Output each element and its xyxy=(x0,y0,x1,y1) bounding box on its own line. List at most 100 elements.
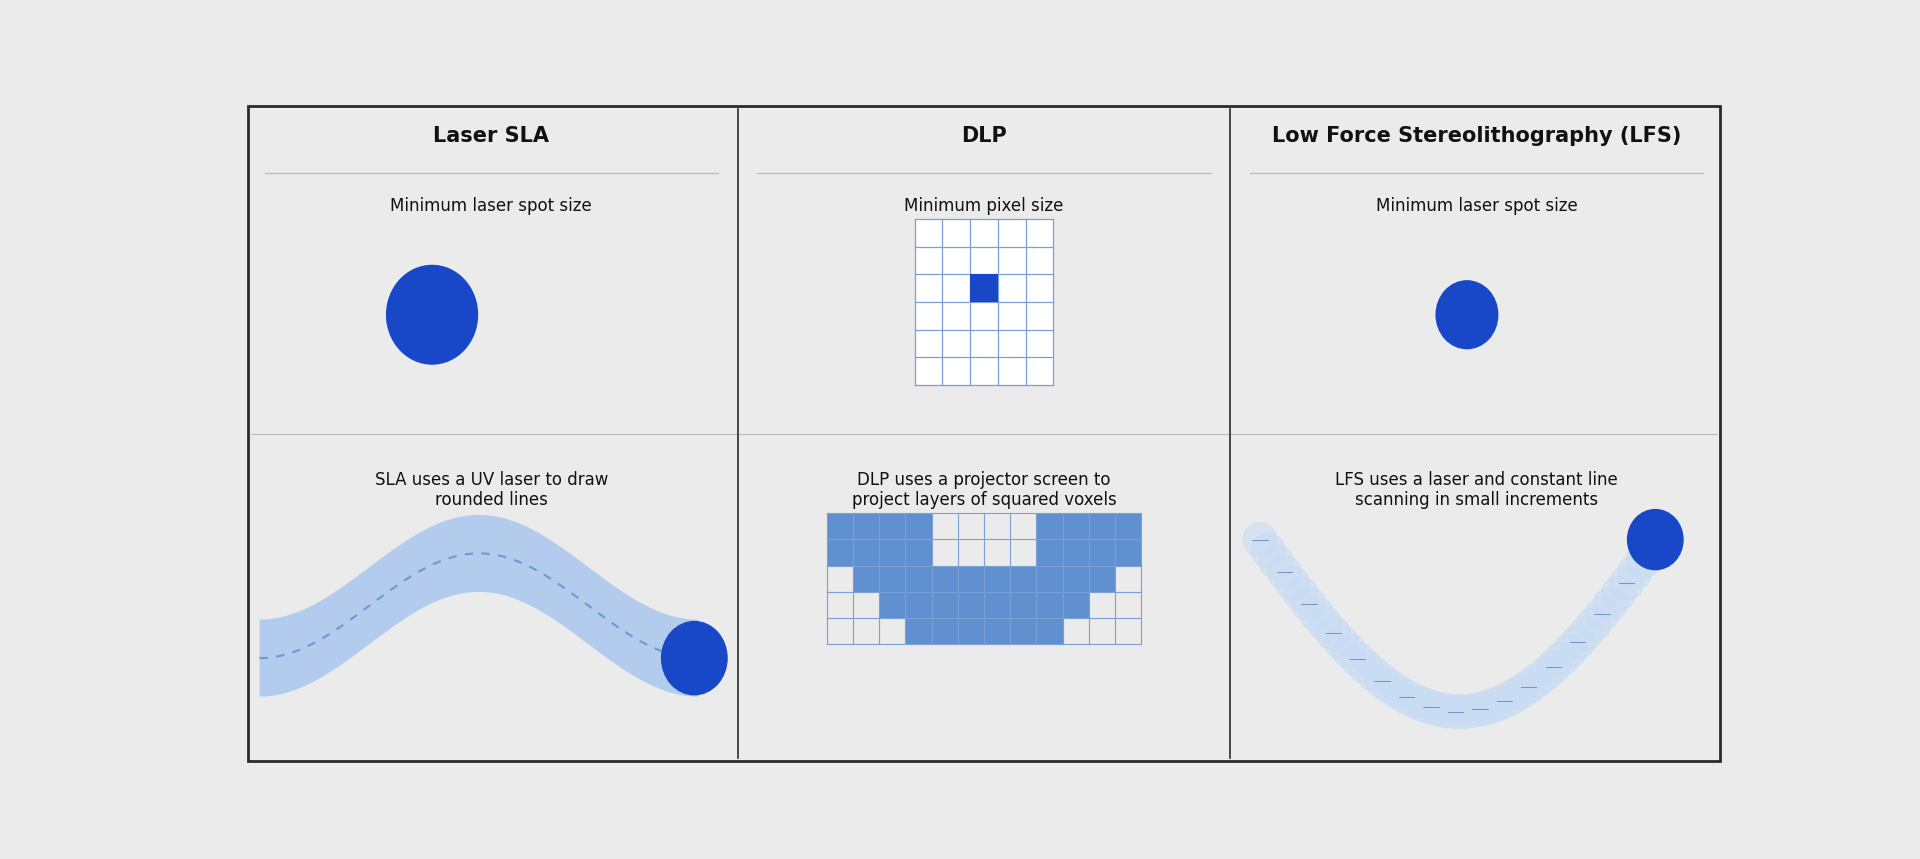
Ellipse shape xyxy=(1561,625,1596,660)
Ellipse shape xyxy=(1398,684,1432,718)
Bar xyxy=(1089,513,1116,539)
Ellipse shape xyxy=(1415,691,1448,724)
Bar xyxy=(828,539,852,565)
Ellipse shape xyxy=(1267,556,1302,589)
Ellipse shape xyxy=(1423,692,1455,727)
Polygon shape xyxy=(259,515,699,697)
Ellipse shape xyxy=(1478,687,1513,722)
Ellipse shape xyxy=(1521,664,1553,698)
Bar xyxy=(852,539,879,565)
Bar xyxy=(914,219,1054,385)
Bar xyxy=(906,513,931,539)
Bar xyxy=(1089,539,1116,565)
Text: Minimum laser spot size: Minimum laser spot size xyxy=(390,197,591,215)
Bar xyxy=(879,565,906,592)
Ellipse shape xyxy=(1642,522,1676,557)
Bar xyxy=(1010,592,1037,618)
Bar xyxy=(1089,565,1116,592)
Ellipse shape xyxy=(1350,650,1382,684)
Bar xyxy=(1116,539,1140,565)
Ellipse shape xyxy=(1430,694,1465,728)
Bar xyxy=(1062,539,1089,565)
Bar xyxy=(1062,513,1089,539)
Ellipse shape xyxy=(1496,680,1530,714)
Bar xyxy=(931,565,958,592)
Text: DLP: DLP xyxy=(962,126,1006,146)
Bar xyxy=(879,592,906,618)
Ellipse shape xyxy=(1511,670,1546,704)
Bar xyxy=(1010,618,1037,644)
Bar xyxy=(906,592,931,618)
Ellipse shape xyxy=(1317,617,1350,650)
Ellipse shape xyxy=(1332,634,1367,668)
Ellipse shape xyxy=(1390,680,1423,714)
Ellipse shape xyxy=(1455,694,1488,728)
Bar xyxy=(1010,565,1037,592)
Ellipse shape xyxy=(1619,556,1651,589)
Bar xyxy=(1062,565,1089,592)
Ellipse shape xyxy=(1340,643,1375,676)
Ellipse shape xyxy=(1544,643,1578,676)
Ellipse shape xyxy=(1471,691,1505,724)
Ellipse shape xyxy=(1357,657,1390,691)
Bar xyxy=(906,618,931,644)
Ellipse shape xyxy=(1634,533,1668,568)
Bar xyxy=(1037,565,1062,592)
Ellipse shape xyxy=(386,265,478,364)
Ellipse shape xyxy=(1628,509,1684,570)
Ellipse shape xyxy=(1438,695,1473,728)
Bar xyxy=(958,618,983,644)
Ellipse shape xyxy=(1536,650,1571,684)
Bar xyxy=(828,513,852,539)
Bar xyxy=(852,513,879,539)
Ellipse shape xyxy=(1436,281,1498,349)
Bar xyxy=(1037,513,1062,539)
Bar xyxy=(906,539,931,565)
Bar xyxy=(1037,618,1062,644)
Text: Laser SLA: Laser SLA xyxy=(434,126,549,146)
Text: Minimum pixel size: Minimum pixel size xyxy=(904,197,1064,215)
Text: LFS uses a laser and constant line
scanning in small increments: LFS uses a laser and constant line scann… xyxy=(1336,471,1619,509)
Ellipse shape xyxy=(1576,607,1611,641)
Ellipse shape xyxy=(1601,577,1636,611)
Ellipse shape xyxy=(1609,566,1644,600)
Ellipse shape xyxy=(1373,670,1407,704)
Ellipse shape xyxy=(662,622,728,695)
Bar xyxy=(1037,539,1062,565)
Text: Low Force Stereolithography (LFS): Low Force Stereolithography (LFS) xyxy=(1273,126,1682,146)
Bar xyxy=(983,592,1010,618)
Ellipse shape xyxy=(1503,675,1538,709)
Ellipse shape xyxy=(1528,657,1563,691)
Bar xyxy=(879,539,906,565)
Ellipse shape xyxy=(1446,695,1480,728)
Ellipse shape xyxy=(1308,607,1342,641)
Bar xyxy=(931,592,958,618)
Ellipse shape xyxy=(1275,566,1309,600)
Ellipse shape xyxy=(1586,597,1619,631)
Ellipse shape xyxy=(1488,684,1521,718)
Bar xyxy=(906,565,931,592)
Ellipse shape xyxy=(1252,533,1284,568)
Bar xyxy=(1037,592,1062,618)
Text: Minimum laser spot size: Minimum laser spot size xyxy=(1377,197,1578,215)
Bar xyxy=(931,618,958,644)
Ellipse shape xyxy=(1626,545,1659,579)
Ellipse shape xyxy=(1242,522,1277,557)
Bar xyxy=(852,565,879,592)
Bar xyxy=(879,513,906,539)
Bar xyxy=(958,592,983,618)
Text: SLA uses a UV laser to draw
rounded lines: SLA uses a UV laser to draw rounded line… xyxy=(374,471,609,509)
Ellipse shape xyxy=(1463,692,1498,727)
Bar xyxy=(983,618,1010,644)
Ellipse shape xyxy=(1594,588,1626,621)
Ellipse shape xyxy=(1260,545,1294,579)
Bar xyxy=(1116,513,1140,539)
Bar xyxy=(958,565,983,592)
Ellipse shape xyxy=(1284,577,1317,611)
Bar xyxy=(970,274,998,302)
Bar xyxy=(1062,592,1089,618)
Ellipse shape xyxy=(1325,625,1357,660)
Ellipse shape xyxy=(1405,687,1440,722)
Ellipse shape xyxy=(1569,617,1603,650)
Ellipse shape xyxy=(1292,588,1327,621)
